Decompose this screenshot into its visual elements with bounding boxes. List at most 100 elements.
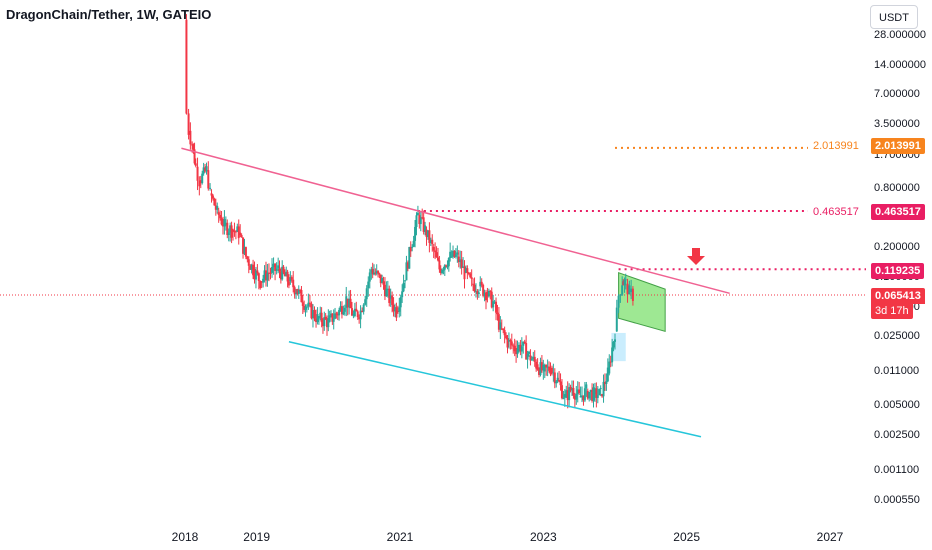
- candle-body: [470, 277, 473, 279]
- candle-body: [244, 247, 247, 257]
- candle-body: [565, 390, 568, 398]
- candle-body: [454, 254, 457, 257]
- candle-body: [224, 222, 227, 226]
- candle-body: [293, 287, 296, 295]
- candle-body: [424, 225, 427, 232]
- candle-body: [332, 318, 335, 322]
- candle-body: [598, 389, 601, 396]
- candle-body: [472, 283, 475, 285]
- candle-body: [406, 262, 409, 269]
- candle-body: [234, 231, 237, 233]
- candle-body: [515, 348, 518, 355]
- candle-body: [520, 346, 523, 352]
- candle-body: [266, 272, 269, 281]
- candle-body: [467, 273, 470, 275]
- candle-body: [307, 302, 310, 307]
- candle-body: [459, 259, 462, 263]
- candle-body: [492, 301, 495, 308]
- candle-body: [555, 381, 558, 384]
- candle-body: [230, 225, 233, 238]
- candle-body: [189, 130, 192, 145]
- candle-body: [350, 308, 353, 316]
- candle-body: [562, 397, 565, 399]
- candle-body: [507, 339, 510, 342]
- candle-body: [543, 364, 546, 372]
- candle-body: [264, 270, 267, 281]
- time-tick: 2018: [171, 530, 199, 544]
- candle-body: [257, 273, 260, 281]
- candle-body: [624, 279, 627, 281]
- support-trendline: [288, 340, 702, 438]
- candle-body: [476, 291, 479, 295]
- candle-body: [185, 19, 188, 114]
- candle-body: [609, 361, 612, 363]
- candle-body: [375, 271, 378, 274]
- candle-body: [221, 224, 224, 227]
- candle-body: [506, 338, 509, 348]
- candle-body: [535, 361, 538, 369]
- candle-body: [359, 310, 362, 320]
- level-label-orange: 2.013991: [813, 140, 859, 152]
- candle-body: [386, 288, 389, 290]
- candle-body: [279, 271, 282, 280]
- candle-body: [393, 307, 396, 312]
- time-tick: 2019: [243, 530, 271, 544]
- candle-body: [399, 297, 402, 308]
- candle-body: [382, 281, 385, 285]
- candle-body: [216, 205, 219, 210]
- candle-body: [619, 294, 622, 296]
- candle-body: [289, 277, 292, 282]
- candle-body: [313, 309, 316, 319]
- candle-body: [281, 266, 284, 280]
- candle-body: [456, 252, 459, 255]
- candle-body: [572, 387, 575, 396]
- candle-body: [411, 246, 414, 248]
- candle-body: [447, 257, 450, 267]
- candle-body: [274, 263, 277, 271]
- candle-body: [249, 265, 252, 270]
- candle-body: [295, 293, 298, 295]
- candle-body: [493, 301, 496, 303]
- candle-body: [592, 387, 595, 401]
- price-tick: 14.000000: [874, 58, 926, 71]
- candle-body: [429, 239, 432, 243]
- candle-body: [443, 265, 446, 270]
- candle-body: [398, 307, 401, 312]
- candle-body: [310, 303, 313, 319]
- price-tag-orange: 2.013991: [871, 138, 925, 154]
- candle-body: [495, 301, 498, 313]
- candle-body: [525, 343, 528, 360]
- candle-body: [466, 268, 469, 274]
- candle-body: [379, 274, 382, 284]
- candle-body: [426, 230, 429, 238]
- candle-body: [480, 281, 483, 285]
- candle-body: [371, 268, 374, 275]
- candle-body: [453, 250, 456, 257]
- candle-body: [368, 272, 371, 282]
- candle-body: [499, 322, 502, 330]
- candle-body: [559, 381, 562, 386]
- candle-body: [522, 341, 525, 346]
- currency-select[interactable]: USDT: [870, 5, 918, 29]
- candle-body: [353, 308, 356, 317]
- candle-body: [545, 364, 548, 368]
- candle-body: [412, 240, 415, 247]
- price-tag-resistance: 0.119235: [871, 263, 925, 279]
- candle-body: [305, 306, 308, 308]
- candle-body: [558, 380, 561, 382]
- candle-body: [355, 308, 358, 312]
- candle-body: [502, 328, 505, 331]
- countdown-tag: 3d 17h: [871, 303, 913, 319]
- candle-body: [201, 173, 204, 184]
- candle-body: [297, 289, 300, 294]
- candle-body: [530, 359, 533, 361]
- candle-body: [204, 167, 207, 172]
- candle-body: [418, 215, 421, 225]
- candle-body: [254, 270, 257, 280]
- candle-body: [586, 390, 589, 399]
- candle-body: [340, 306, 343, 315]
- candle-body: [233, 231, 236, 233]
- candle-body: [367, 281, 370, 289]
- candle-body: [536, 364, 539, 370]
